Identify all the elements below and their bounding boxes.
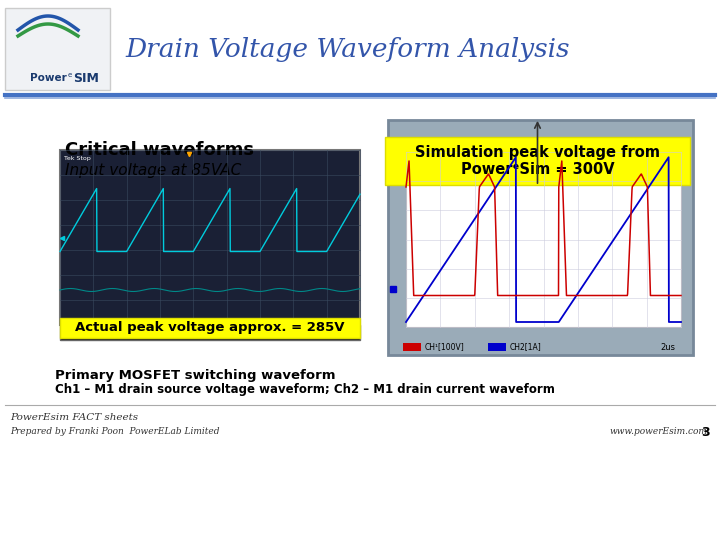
Text: 3: 3 — [701, 426, 709, 438]
Bar — [403, 343, 421, 351]
Text: Input voltage at 85VAC: Input voltage at 85VAC — [65, 163, 241, 178]
Text: Critical waveforms: Critical waveforms — [65, 141, 254, 159]
Text: www.powerEsim.com: www.powerEsim.com — [610, 428, 708, 436]
Text: CH¹[100V]: CH¹[100V] — [425, 342, 464, 352]
Text: Prepared by Franki Poon  PowerELab Limited: Prepared by Franki Poon PowerELab Limite… — [10, 428, 220, 436]
Bar — [60, 150, 360, 325]
Text: Simulation peak voltage from: Simulation peak voltage from — [415, 145, 660, 160]
Bar — [61, 326, 83, 339]
Text: PowerᵉSim = 300V: PowerᵉSim = 300V — [461, 162, 614, 177]
Text: CH2[1A]: CH2[1A] — [510, 342, 541, 352]
Text: PowerEsim FACT sheets: PowerEsim FACT sheets — [10, 413, 138, 422]
Text: Ch1 – M1 drain source voltage waveform; Ch2 – M1 drain current waveform: Ch1 – M1 drain source voltage waveform; … — [55, 383, 555, 396]
Bar — [5, 8, 110, 90]
Bar — [385, 137, 690, 185]
Bar — [60, 325, 360, 340]
Bar — [488, 343, 506, 351]
Text: Ch1: Ch1 — [67, 330, 77, 335]
Text: Power: Power — [30, 73, 67, 83]
Text: e: e — [68, 72, 72, 78]
Bar — [388, 120, 693, 355]
Text: Drain Voltage Waveform Analysis: Drain Voltage Waveform Analysis — [125, 37, 570, 62]
Text: 1: 1 — [53, 234, 58, 240]
Bar — [406, 152, 681, 327]
Text: Actual peak voltage approx. = 285V: Actual peak voltage approx. = 285V — [76, 321, 345, 334]
Text: 2us: 2us — [660, 342, 675, 352]
Text: Tek Stop: Tek Stop — [64, 156, 91, 161]
Bar — [60, 318, 360, 338]
Text: Primary MOSFET switching waveform: Primary MOSFET switching waveform — [55, 368, 336, 381]
Text: 100 V    Ch2  1.00A  M  4.00μs  A  Ch1  /    102V: 100 V Ch2 1.00A M 4.00μs A Ch1 / 102V — [148, 330, 273, 335]
Text: SIM: SIM — [73, 72, 99, 85]
